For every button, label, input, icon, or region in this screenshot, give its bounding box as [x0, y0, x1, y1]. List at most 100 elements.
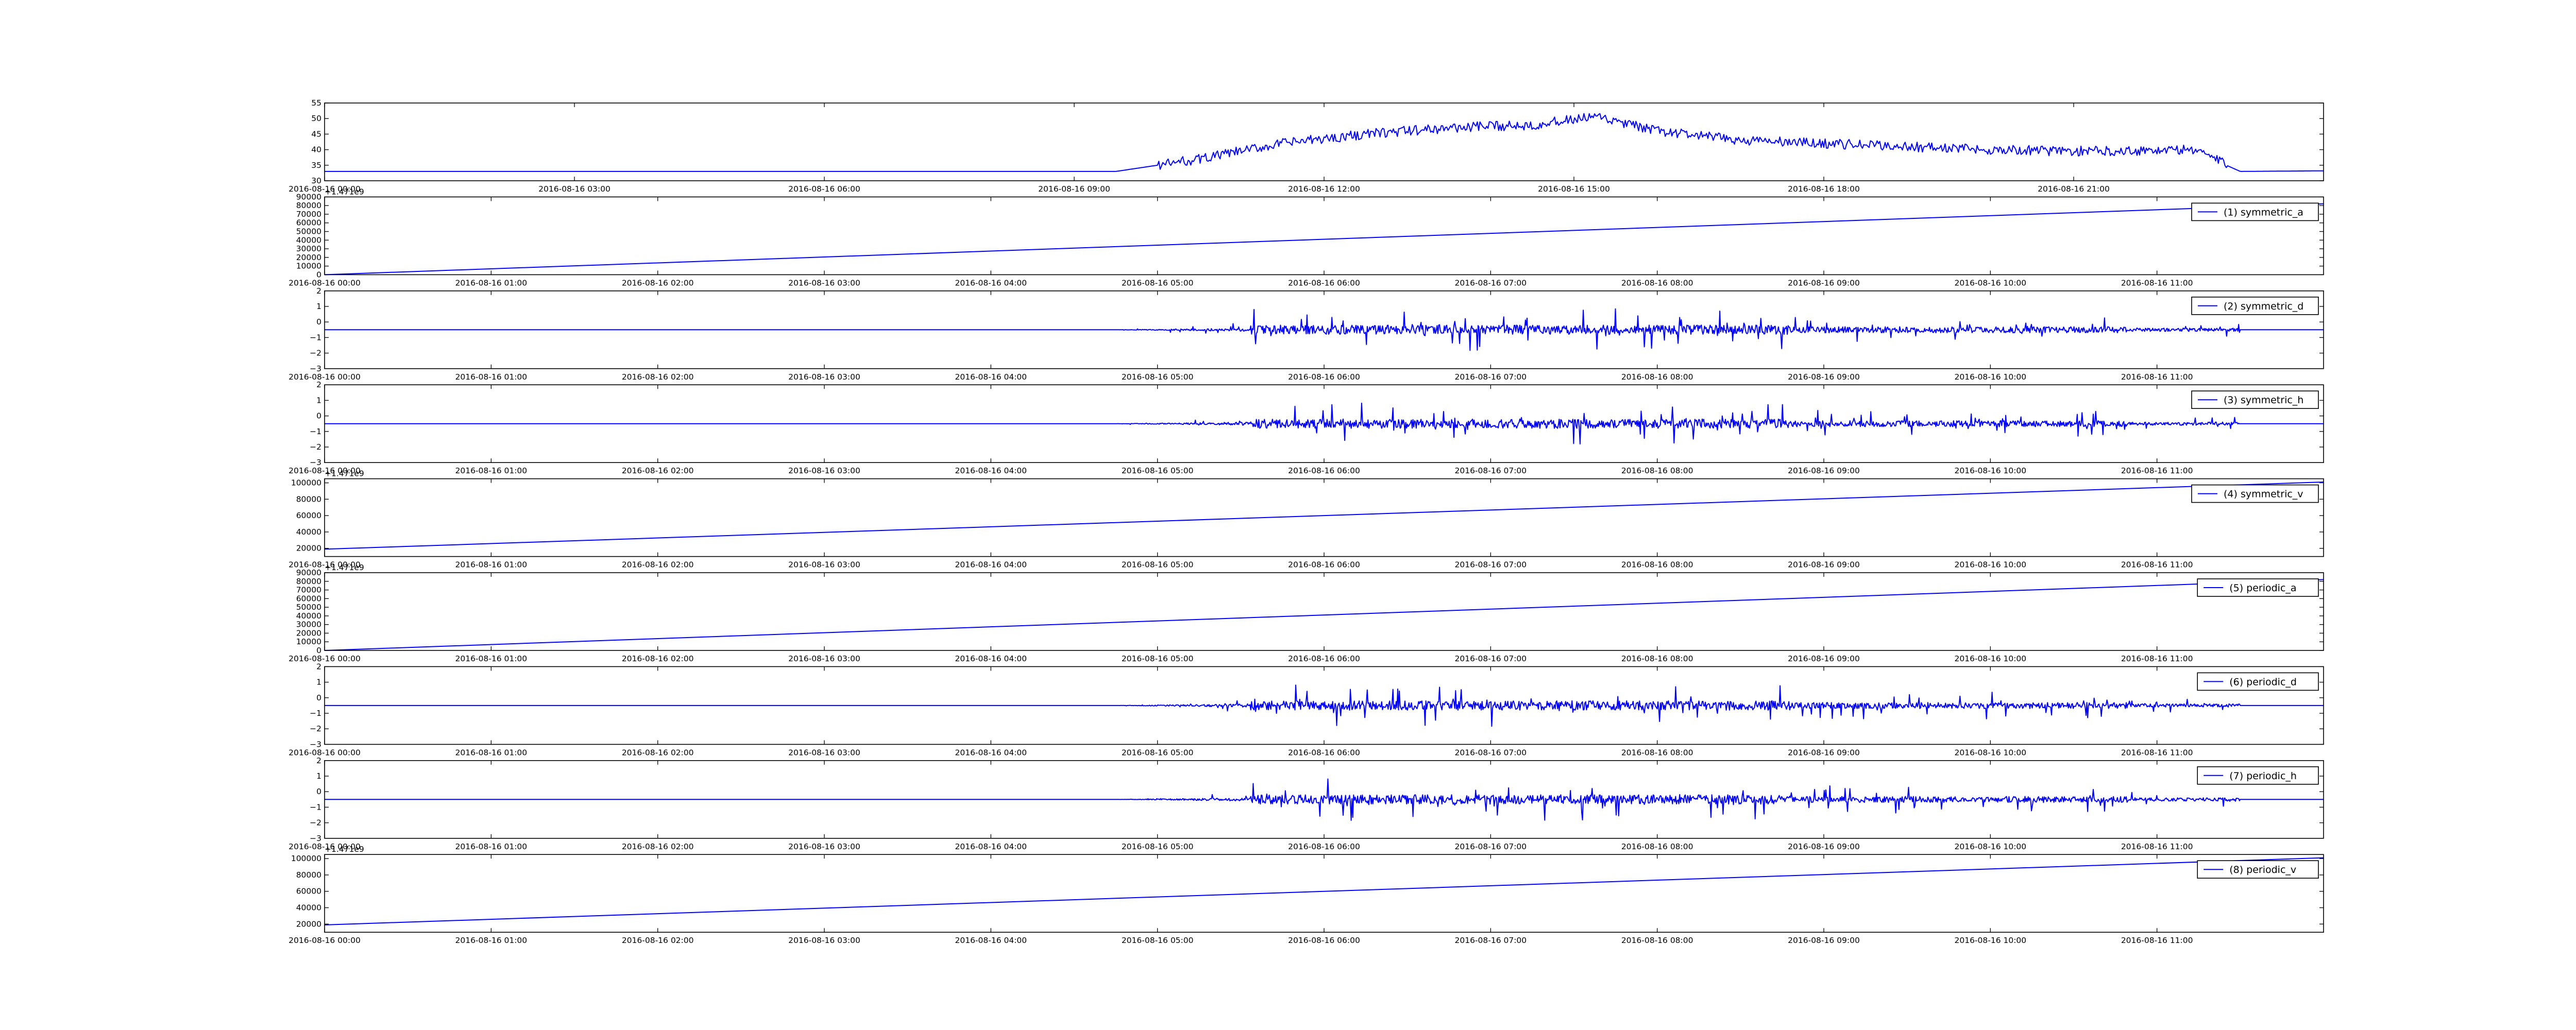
- x-tick-label: 2016-08-16 01:00: [455, 278, 527, 287]
- panel-4: −3 −2 −1 0 1 2 2016-08-16 00:00 2016-08-16 01:0…: [289, 380, 2324, 475]
- x-tick-label: 2016-08-16 08:00: [1621, 654, 1693, 663]
- legend-label: (5) periodic_a: [2229, 582, 2296, 594]
- y-tick-label: 40000: [296, 527, 321, 537]
- x-tick-label: 2016-08-16 18:00: [1788, 184, 1860, 194]
- x-tick-label: 2016-08-16 11:00: [2121, 560, 2193, 570]
- y-tick-label: 50000: [296, 227, 321, 236]
- y-tick-label: 80000: [296, 494, 321, 504]
- x-tick-label: 2016-08-16 05:00: [1122, 278, 1194, 287]
- legend-label: (7) periodic_h: [2229, 770, 2297, 782]
- x-tick-label: 2016-08-16 10:00: [1954, 748, 2026, 757]
- y-tick-label: −2: [310, 724, 321, 733]
- x-tick-label: 2016-08-16 01:00: [455, 466, 527, 475]
- x-tick-label: 2016-08-16 00:00: [289, 560, 361, 570]
- panel-5: 20000 40000 60000 80000 100000 2016-08-16 00:…: [289, 469, 2324, 570]
- x-tick-label: 2016-08-16 07:00: [1454, 560, 1527, 570]
- x-tick-label: 2016-08-16 00:00: [289, 278, 361, 287]
- x-tick-label: 2016-08-16 10:00: [1954, 278, 2026, 287]
- y-tick-label: 70000: [296, 586, 321, 595]
- x-tick-label: 2016-08-16 03:00: [788, 654, 860, 663]
- x-tick-label: 2016-08-16 04:00: [955, 748, 1027, 757]
- x-tick-label: 2016-08-16 02:00: [622, 654, 694, 663]
- x-tick-label: 2016-08-16 21:00: [2038, 184, 2110, 194]
- x-tick-label: 2016-08-16 02:00: [622, 372, 694, 382]
- y-tick-label: 1: [316, 771, 321, 781]
- y-tick-label: 40000: [296, 903, 321, 913]
- x-tick-label: 2016-08-16 11:00: [2121, 936, 2193, 945]
- x-tick-label: 2016-08-16 11:00: [2121, 278, 2193, 287]
- x-tick-label: 2016-08-16 00:00: [289, 184, 361, 194]
- x-tick-label: 2016-08-16 07:00: [1454, 842, 1527, 851]
- x-tick-label: 2016-08-16 08:00: [1621, 466, 1693, 475]
- y-tick-label: 1: [316, 302, 321, 311]
- x-tick-label: 2016-08-16 10:00: [1954, 560, 2026, 570]
- x-tick-label: 2016-08-16 05:00: [1122, 842, 1194, 851]
- x-tick-label: 2016-08-16 05:00: [1122, 560, 1194, 570]
- x-tick-label: 2016-08-16 15:00: [1538, 184, 1610, 194]
- x-tick-label: 2016-08-16 01:00: [455, 654, 527, 663]
- plot-frame: [324, 102, 2324, 181]
- x-tick-label: 2016-08-16 06:00: [1288, 466, 1360, 475]
- y-tick-label: 60000: [296, 887, 321, 896]
- y-tick-label: 100000: [291, 854, 321, 863]
- y-tick-label: 0: [316, 411, 321, 421]
- y-tick-label: 10000: [296, 262, 321, 271]
- x-tick-label: 2016-08-16 03:00: [788, 466, 860, 475]
- legend-label: (2) symmetric_d: [2224, 301, 2303, 312]
- plot-frame: [324, 572, 2324, 651]
- legend-label: (6) periodic_d: [2229, 676, 2297, 688]
- y-tick-label: 45: [311, 129, 321, 139]
- panel-1: 30 35 40 45 50 55 2016-08-16 00:00 2016-08-16 0…: [289, 98, 2324, 194]
- x-tick-label: 2016-08-16 04:00: [955, 842, 1027, 851]
- series-line: [324, 579, 2324, 651]
- series-line: [324, 203, 2324, 276]
- y-tick-label: −3: [310, 458, 321, 467]
- y-tick-label: 0: [316, 270, 321, 279]
- y-tick-label: −3: [310, 740, 321, 749]
- x-tick-label: 2016-08-16 12:00: [1288, 184, 1360, 194]
- x-tick-label: 2016-08-16 06:00: [1288, 654, 1360, 663]
- legend: (5) periodic_a: [2197, 578, 2319, 597]
- y-tick-label: 2: [316, 662, 321, 671]
- y-tick-label: 2: [316, 380, 321, 389]
- x-tick-label: 2016-08-16 07:00: [1454, 654, 1527, 663]
- x-tick-label: 2016-08-16 02:00: [622, 842, 694, 851]
- series-line: [324, 482, 2324, 550]
- x-tick-label: 2016-08-16 09:00: [1788, 372, 1860, 382]
- y-tick-label: 2: [316, 286, 321, 296]
- y-tick-label: 90000: [296, 192, 321, 201]
- x-tick-label: 2016-08-16 00:00: [289, 466, 361, 475]
- x-tick-label: 2016-08-16 02:00: [622, 278, 694, 287]
- y-tick-label: 40: [311, 145, 321, 154]
- legend: (3) symmetric_h: [2191, 390, 2319, 409]
- y-tick-label: 60000: [296, 218, 321, 228]
- y-tick-label: 30: [311, 176, 321, 185]
- x-tick-label: 2016-08-16 02:00: [622, 560, 694, 570]
- y-tick-label: 1: [316, 396, 321, 405]
- x-tick-label: 2016-08-16 09:00: [1788, 466, 1860, 475]
- y-tick-label: 70000: [296, 210, 321, 219]
- x-tick-label: 2016-08-16 03:00: [788, 560, 860, 570]
- y-tick-label: 100000: [291, 478, 321, 488]
- x-tick-label: 2016-08-16 05:00: [1122, 466, 1194, 475]
- x-tick-label: 2016-08-16 08:00: [1621, 372, 1693, 382]
- x-tick-label: 2016-08-16 03:00: [538, 184, 611, 194]
- y-tick-label: 20000: [296, 628, 321, 638]
- x-tick-label: 2016-08-16 03:00: [788, 936, 860, 945]
- y-tick-label: 55: [311, 98, 321, 108]
- x-tick-label: 2016-08-16 01:00: [455, 842, 527, 851]
- panel-2: 0100002000030000400005000060000700008000…: [289, 187, 2324, 287]
- x-tick-label: 2016-08-16 04:00: [955, 560, 1027, 570]
- x-tick-label: 2016-08-16 05:00: [1122, 748, 1194, 757]
- x-tick-label: 2016-08-16 11:00: [2121, 842, 2193, 851]
- y-tick-label: 60000: [296, 511, 321, 520]
- x-tick-label: 2016-08-16 02:00: [622, 936, 694, 945]
- x-tick-label: 2016-08-16 09:00: [1788, 278, 1860, 287]
- legend-label: (4) symmetric_v: [2224, 489, 2303, 500]
- x-tick-label: 2016-08-16 04:00: [955, 936, 1027, 945]
- y-tick-label: −1: [310, 709, 321, 718]
- y-tick-label: 2: [316, 756, 321, 765]
- y-tick-label: 35: [311, 161, 321, 170]
- x-tick-label: 2016-08-16 06:00: [1288, 936, 1360, 945]
- axis-offset-label: +1.471e9: [325, 563, 364, 572]
